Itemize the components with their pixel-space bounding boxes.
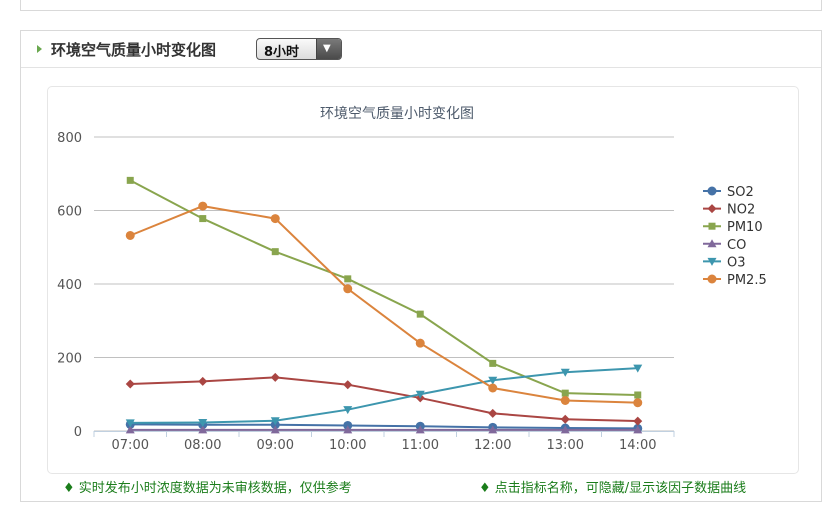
legend-item-label[interactable]: SO2 (727, 185, 754, 200)
data-point-o3 (198, 419, 208, 428)
data-point-no2 (488, 408, 498, 418)
x-tick-label: 14:00 (619, 438, 656, 453)
time-range-value: 8小时 (264, 45, 300, 60)
data-point-co (270, 425, 280, 434)
data-point-pm10 (561, 389, 569, 397)
data-point-co (125, 425, 135, 434)
data-point-pm25 (270, 214, 280, 224)
data-point-no2 (560, 414, 570, 424)
data-point-o3 (125, 419, 135, 428)
legend-marker-icon (707, 204, 717, 214)
x-tick-label: 08:00 (184, 438, 221, 453)
data-point-pm25 (488, 383, 498, 393)
legend-marker-icon (707, 274, 717, 284)
data-point-pm25 (633, 398, 643, 408)
data-point-o3 (488, 376, 498, 385)
chart-container: 环境空气质量小时变化图 0 200 400 600 800 07:00 08:00 09:00… (47, 86, 799, 474)
data-point-pm10 (271, 248, 279, 256)
data-point-no2 (198, 376, 208, 386)
y-tick-label: 0 (74, 425, 82, 440)
data-point-o3 (560, 368, 570, 377)
series-line-no2 (130, 376, 638, 423)
x-tick-label: 12:00 (474, 438, 511, 453)
dropdown-arrow-button[interactable]: ▼ (316, 39, 341, 59)
air-quality-panel: 环境空气质量小时变化图 8小时 ▼ 环境空气质量小时变化图 0 200 400 600… (20, 30, 822, 502)
data-point-o3 (633, 364, 643, 373)
data-point-pm25 (198, 201, 208, 211)
data-point-o3 (270, 417, 280, 426)
series-line-so2 (130, 423, 638, 430)
data-point-pm25 (343, 284, 353, 294)
bullet-arrow-icon (37, 45, 42, 53)
legend-marker-icon (707, 186, 717, 196)
legend-item-label[interactable]: CO (727, 238, 746, 253)
y-tick-label: 200 (57, 352, 82, 367)
data-point-no2 (125, 379, 135, 389)
time-range-select[interactable]: 8小时 ▼ (256, 38, 342, 60)
data-point-pm10 (634, 391, 642, 399)
chevron-down-icon: ▼ (323, 43, 331, 54)
panel-header: 环境空气质量小时变化图 8小时 ▼ (21, 31, 821, 68)
data-point-o3 (415, 390, 425, 399)
x-tick-label: 09:00 (257, 438, 294, 453)
x-tick-label: 07:00 (112, 438, 149, 453)
x-tick-label: 10:00 (329, 438, 366, 453)
data-point-no2 (343, 380, 353, 390)
legend-marker-icon (707, 239, 717, 248)
legend-hint-note: ♦ 点击指标名称，可隐藏/显示该因子数据曲线 (479, 481, 747, 496)
data-point-co (633, 425, 643, 434)
legend-item-label[interactable]: O3 (727, 255, 746, 270)
legend-item-label[interactable]: PM10 (727, 220, 763, 235)
data-point-co (415, 425, 425, 434)
legend-item-label[interactable]: NO2 (727, 203, 755, 218)
data-point-co (343, 425, 353, 434)
y-tick-label: 600 (57, 205, 82, 220)
series-line-o3 (130, 367, 638, 424)
footer-notes: ♦ 实时发布小时浓度数据为未审核数据，仅供参考 ♦ 点击指标名称，可隐藏/显示该… (21, 477, 821, 497)
data-point-o3 (343, 406, 353, 415)
data-point-no2 (633, 416, 643, 426)
data-point-pm10 (489, 359, 497, 367)
data-point-pm25 (415, 338, 425, 348)
series-line-pm10 (129, 179, 638, 396)
data-point-no2 (270, 372, 280, 382)
data-point-pm10 (199, 215, 207, 223)
y-tick-label: 800 (57, 131, 82, 146)
chart-title: 环境空气质量小时变化图 (320, 106, 474, 122)
panel-title: 环境空气质量小时变化图 (51, 41, 217, 59)
legend-marker-icon (708, 222, 716, 230)
data-point-pm10 (344, 275, 352, 283)
x-tick-label: 11:00 (402, 438, 439, 453)
data-point-pm10 (126, 176, 134, 184)
data-point-pm25 (560, 395, 570, 405)
previous-panel-border (20, 0, 822, 11)
x-tick-label: 13:00 (547, 438, 584, 453)
series-line-pm25 (129, 205, 638, 404)
legend-marker-icon (707, 257, 717, 266)
data-point-co (560, 425, 570, 434)
y-tick-label: 400 (57, 278, 82, 293)
line-chart: 环境空气质量小时变化图 0 200 400 600 800 07:00 08:00 09:00… (57, 106, 767, 453)
data-point-pm10 (416, 310, 424, 318)
data-point-co (198, 425, 208, 434)
data-point-co (488, 425, 498, 434)
legend-item-label[interactable]: PM2.5 (727, 273, 767, 288)
data-point-pm25 (125, 230, 135, 240)
disclaimer-note: ♦ 实时发布小时浓度数据为未审核数据，仅供参考 (63, 481, 352, 496)
